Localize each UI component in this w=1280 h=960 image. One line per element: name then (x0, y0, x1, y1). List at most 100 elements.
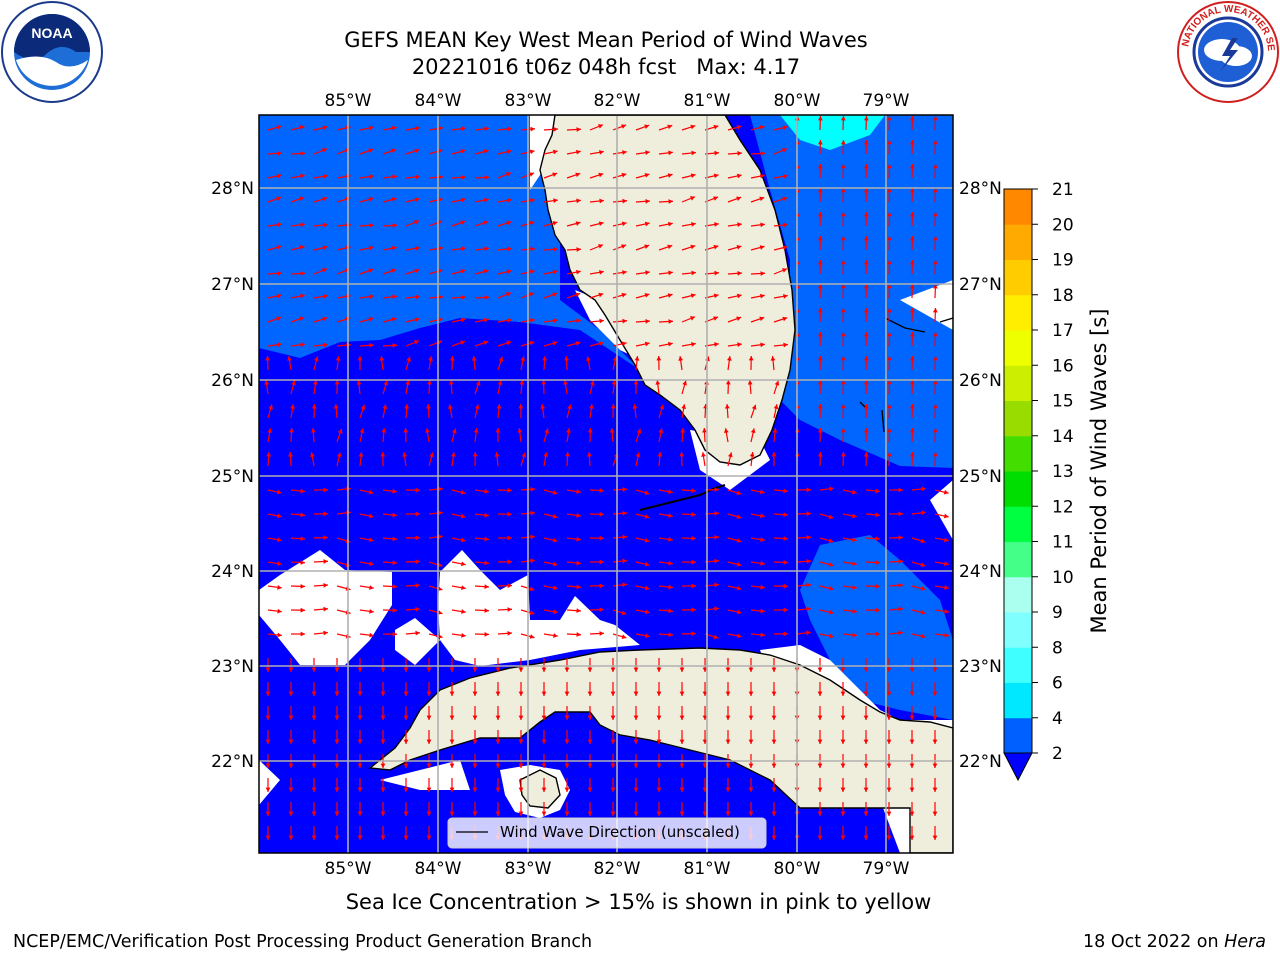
colorbar-segment (1004, 294, 1032, 331)
wind-wave-arrowhead (691, 488, 696, 494)
wind-wave-arrowhead (472, 787, 478, 792)
wind-wave-arrowhead (426, 835, 432, 840)
wind-wave-arrowhead (679, 739, 685, 744)
wind-wave-arrowhead (598, 172, 604, 178)
wind-wave-arrowhead (886, 787, 892, 792)
wind-wave-arrowhead (771, 715, 777, 720)
wind-wave-arrowhead (288, 667, 294, 672)
wind-wave-arrowhead (426, 763, 432, 768)
wind-wave-arrowhead (392, 174, 397, 180)
wind-wave-arrowhead (840, 356, 846, 361)
wind-wave-arrowhead (507, 511, 512, 517)
wind-wave-arrowhead (507, 246, 512, 252)
wind-wave-arrowhead (886, 763, 892, 768)
wind-wave-arrowhead (886, 212, 892, 217)
wind-wave-arrowhead (736, 633, 742, 639)
wind-wave-arrowhead (909, 811, 915, 816)
wind-wave-arrowhead (725, 787, 731, 792)
wind-wave-arrowhead (268, 404, 273, 410)
wind-wave-arrowhead (484, 295, 489, 300)
wind-wave-arrowhead (483, 269, 489, 274)
colorbar-tick-label: 14 (1052, 427, 1074, 447)
wind-wave-arrowhead (552, 561, 558, 567)
wind-wave-arrowhead (507, 535, 512, 541)
wind-wave-arrowhead (323, 582, 328, 588)
wind-wave-arrowhead (553, 198, 558, 204)
wind-wave-arrowhead (932, 116, 938, 121)
wind-wave-arrowhead (483, 197, 489, 203)
wind-wave-arrowhead (760, 537, 765, 542)
wind-wave-arrowhead (875, 536, 880, 542)
wind-wave-arrowhead (415, 125, 420, 131)
wind-wave-arrowhead (288, 835, 294, 840)
wind-wave-arrowhead (357, 667, 363, 672)
wind-wave-arrowhead (817, 188, 823, 193)
wind-wave-arrowhead (852, 537, 857, 543)
wind-wave-arrowhead (714, 270, 719, 276)
wind-wave-arrowhead (724, 404, 730, 409)
wind-wave-arrowhead (751, 404, 757, 410)
wind-wave-arrowhead (610, 739, 616, 744)
wind-wave-arrowhead (840, 428, 846, 433)
wind-wave-arrowhead (782, 316, 788, 322)
wind-wave-arrowhead (369, 585, 374, 590)
wind-wave-arrowhead (575, 341, 581, 346)
wind-wave-arrowhead (483, 220, 489, 226)
wind-wave-arrowhead (472, 739, 478, 744)
wind-wave-arrowhead (817, 739, 823, 744)
wind-wave-arrowhead (668, 150, 673, 156)
wind-wave-arrowhead (760, 342, 765, 348)
wind-wave-arrowhead (415, 174, 420, 180)
wind-wave-arrowhead (587, 428, 593, 433)
wind-wave-arrowhead (736, 561, 742, 567)
wind-wave-arrowhead (334, 811, 340, 816)
wind-wave-arrowhead (300, 271, 305, 276)
wind-wave-arrowhead (667, 244, 673, 250)
wind-wave-arrowhead (714, 487, 719, 493)
wind-wave-arrowhead (886, 452, 892, 457)
wind-wave-arrowhead (460, 489, 466, 495)
wind-wave-arrowhead (679, 811, 685, 816)
wind-wave-arrowhead (622, 534, 627, 540)
wind-wave-arrowhead (323, 511, 328, 517)
wind-wave-arrowhead (806, 511, 811, 517)
wind-wave-arrowhead (736, 173, 742, 179)
wind-wave-arrowhead (932, 739, 938, 744)
wind-wave-arrowhead (264, 380, 270, 385)
wind-wave-arrowhead (518, 715, 524, 720)
wind-wave-arrowhead (473, 428, 479, 433)
wind-wave-arrowhead (265, 739, 271, 744)
wind-wave-arrowhead (529, 269, 535, 275)
wind-wave-arrowhead (690, 316, 695, 321)
wind-wave-arrowhead (484, 246, 489, 252)
wind-wave-arrowhead (529, 340, 535, 346)
wind-wave-arrowhead (690, 124, 696, 130)
wind-wave-arrowhead (529, 586, 535, 592)
wind-wave-arrowhead (909, 284, 915, 289)
wind-wave-arrowhead (334, 835, 340, 840)
wind-wave-arrowhead (840, 667, 846, 672)
wind-wave-arrowhead (426, 811, 432, 816)
wind-wave-arrowhead (886, 308, 892, 313)
wind-wave-arrowhead (495, 691, 501, 696)
sea-ice-note: Sea Ice Concentration > 15% is shown in … (345, 890, 932, 914)
wind-wave-arrowhead (760, 222, 765, 228)
wind-wave-arrowhead (632, 404, 638, 409)
wind-wave-arrowhead (311, 715, 317, 720)
wind-wave-arrowhead (886, 811, 892, 816)
wind-wave-arrowhead (451, 428, 457, 434)
wind-wave-arrowhead (576, 584, 581, 590)
wind-wave-arrowhead (852, 584, 857, 590)
wind-wave-arrowhead (886, 140, 892, 145)
wind-wave-arrowhead (575, 172, 581, 178)
wind-wave-arrowhead (391, 268, 397, 274)
wind-wave-arrowhead (507, 126, 512, 132)
wind-wave-arrowhead (609, 428, 615, 433)
wind-wave-arrowhead (288, 811, 294, 816)
wind-wave-arrowhead (610, 787, 616, 792)
wind-wave-arrowhead (575, 292, 581, 298)
wind-wave-arrowhead (932, 691, 938, 696)
wind-wave-arrowhead (863, 428, 869, 433)
wind-wave-arrowhead (460, 197, 466, 203)
wind-wave-arrowhead (702, 691, 708, 696)
